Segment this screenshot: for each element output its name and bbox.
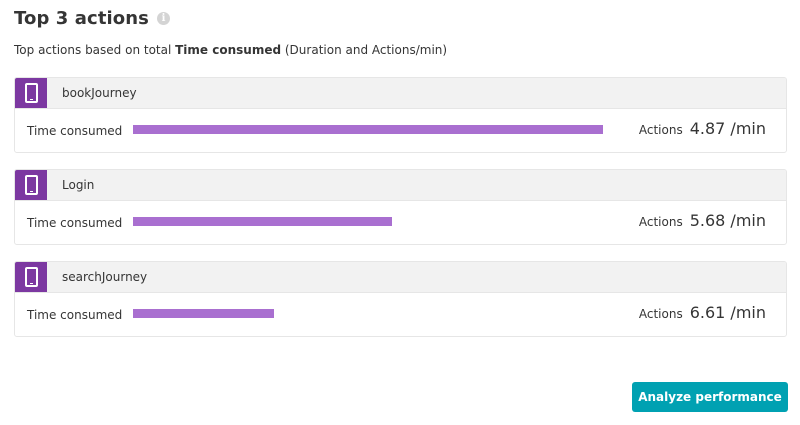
page-title: Top 3 actions <box>14 8 149 29</box>
actions-rate-group: Actions 4.87 /min <box>639 119 766 138</box>
time-consumed-bar-track <box>133 217 603 226</box>
mobile-app-icon-box <box>15 78 47 108</box>
action-name[interactable]: searchJourney <box>62 270 148 284</box>
time-consumed-bar <box>133 309 274 318</box>
actions-rate-value: 4.87 /min <box>689 119 766 138</box>
time-consumed-label: Time consumed <box>27 124 123 138</box>
subtitle-suffix: (Duration and Actions/min) <box>281 43 448 57</box>
actions-rate-label: Actions <box>638 123 683 137</box>
action-name[interactable]: bookJourney <box>62 86 137 100</box>
action-name[interactable]: Login <box>62 178 95 192</box>
action-card-body: Time consumed Actions 5.68 /min <box>15 201 786 244</box>
subtitle-bold: Time consumed <box>175 43 282 57</box>
actions-rate-group: Actions 6.61 /min <box>639 303 766 322</box>
time-consumed-bar-track <box>133 125 603 134</box>
time-consumed-bar <box>133 217 392 226</box>
action-card-login: Login Time consumed Actions 5.68 /min <box>14 169 787 245</box>
subtitle-prefix: Top actions based on total <box>14 43 176 57</box>
action-card-searchjourney: searchJourney Time consumed Actions 6.61… <box>14 261 787 337</box>
mobile-phone-icon <box>24 267 38 287</box>
actions-rate-label: Actions <box>638 215 683 229</box>
subtitle: Top actions based on total Time consumed… <box>14 43 447 57</box>
actions-rate-group: Actions 5.68 /min <box>639 211 766 230</box>
time-consumed-label: Time consumed <box>27 216 123 230</box>
mobile-app-icon-box <box>15 262 47 292</box>
actions-rate-value: 6.61 /min <box>689 303 766 322</box>
mobile-app-icon-box <box>15 170 47 200</box>
actions-rate-label: Actions <box>638 307 683 321</box>
time-consumed-label: Time consumed <box>27 308 123 322</box>
action-card-header: bookJourney <box>15 78 786 109</box>
time-consumed-bar-track <box>133 309 603 318</box>
time-consumed-bar <box>133 125 603 134</box>
action-card-body: Time consumed Actions 4.87 /min <box>15 109 786 152</box>
analyze-performance-button[interactable]: Analyze performance <box>632 382 788 412</box>
action-card-bookjourney: bookJourney Time consumed Actions 4.87 /… <box>14 77 787 153</box>
action-card-header: Login <box>15 170 786 201</box>
action-card-header: searchJourney <box>15 262 786 293</box>
actions-rate-value: 5.68 /min <box>689 211 766 230</box>
action-card-body: Time consumed Actions 6.61 /min <box>15 293 786 336</box>
mobile-phone-icon <box>24 83 38 103</box>
info-icon[interactable]: i <box>156 12 170 25</box>
title-row: Top 3 actions i <box>14 8 170 29</box>
mobile-phone-icon <box>24 175 38 195</box>
